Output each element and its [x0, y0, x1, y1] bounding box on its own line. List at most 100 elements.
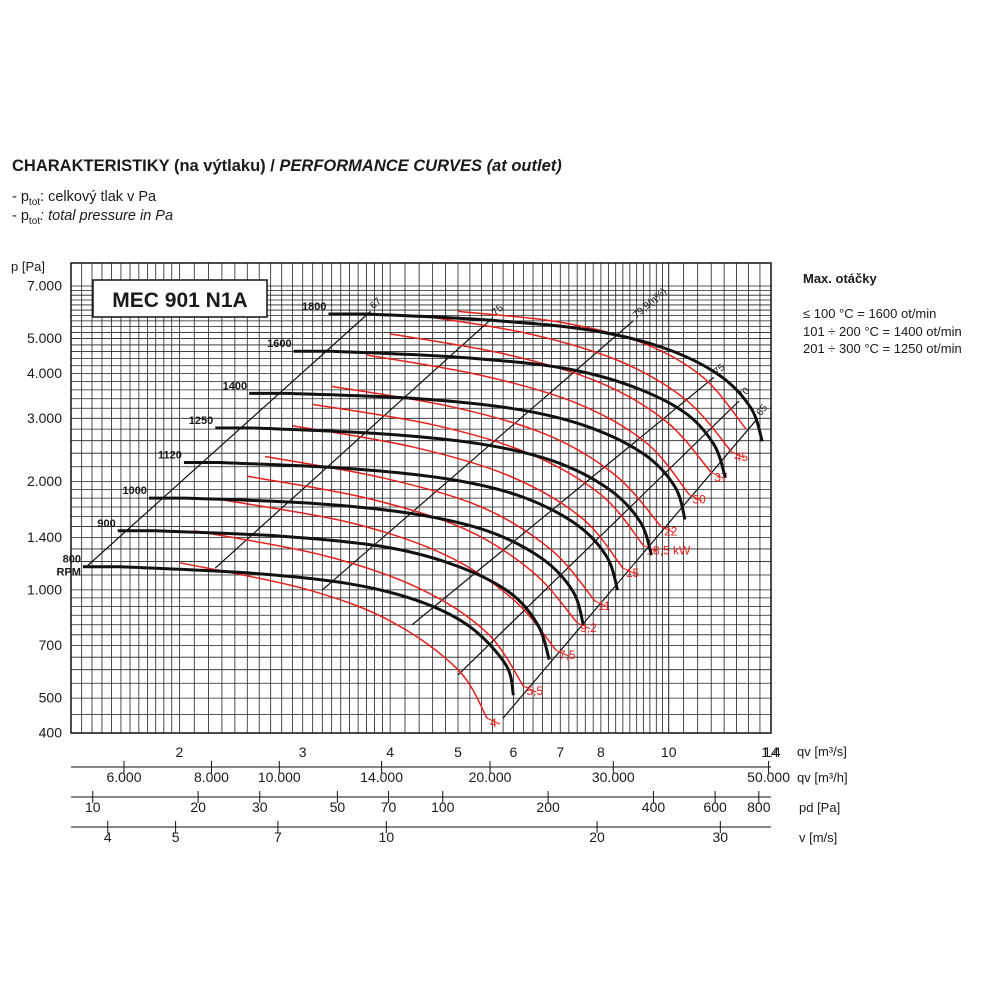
y-tick-label: 2.000: [27, 473, 62, 489]
x-tick-label: 14: [763, 744, 779, 760]
note-en: - ptot: total pressure in Pa: [12, 208, 173, 227]
efficiency-line: [502, 417, 759, 719]
pd-axis-label: pd [Pa]: [799, 800, 840, 815]
y-tick-label: 7.000: [27, 278, 62, 294]
speed-label: 800: [63, 554, 81, 566]
speed-label: 1400: [223, 380, 247, 392]
efficiency-line: [214, 317, 493, 569]
pd-axis-tick-label: 800: [747, 799, 771, 815]
max-speed-line-3: 201 ÷ 300 °C = 1250 ot/min: [803, 341, 962, 356]
y-tick-label: 3.000: [27, 410, 62, 426]
v-axis-tick-label: 4: [104, 829, 112, 845]
note-cz: - ptot: celkový tlak v Pa: [12, 189, 156, 208]
power-label-leader: [523, 685, 537, 693]
power-label: 30: [692, 493, 706, 507]
power-label-leader: [555, 649, 570, 657]
max-speed-line-1: ≤ 100 °C = 1600 ot/min: [803, 306, 937, 321]
speed-label: 1600: [267, 338, 291, 350]
speed-label: 1250: [189, 415, 213, 427]
power-curve: [366, 354, 690, 496]
speed-curve: [155, 529, 551, 661]
power-label: 18,5 kW: [646, 543, 691, 557]
qvh-axis-tick-label: 20.000: [469, 769, 512, 785]
v-axis-tick-label: 5: [172, 829, 180, 845]
y-tick-label: 1.000: [27, 581, 62, 597]
power-label-leader: [622, 567, 637, 575]
y-tick-label: 500: [39, 690, 63, 706]
speed-curve: [287, 391, 687, 520]
note-cz-prefix: - p: [12, 189, 29, 205]
v-axis-label: v [m/s]: [799, 830, 837, 845]
speed-label: 1120: [158, 450, 182, 462]
power-label: 4: [490, 716, 497, 730]
speed-curve: [331, 349, 727, 479]
y-axis-label: p [Pa]: [11, 259, 45, 274]
max-speed-title: Max. otáčky: [803, 271, 877, 286]
pd-axis-tick-label: 10: [85, 799, 101, 815]
speed-curve: [253, 426, 653, 556]
power-curve: [390, 333, 712, 473]
x-tick-label: 8: [597, 744, 605, 760]
y-tick-label: 1.400: [27, 529, 62, 545]
pd-axis-tick-label: 50: [330, 799, 346, 815]
power-curve: [194, 530, 525, 687]
qvh-axis-tick-label: 50.000: [747, 769, 790, 785]
speed-label: 1800: [302, 301, 326, 313]
speed-curve: [366, 312, 764, 442]
power-label: 11: [598, 599, 611, 613]
max-speed-line-2: 101 ÷ 200 °C = 1400 ot/min: [803, 324, 962, 339]
power-label: 45: [735, 450, 749, 464]
x-tick-label: 1.4: [761, 744, 781, 760]
x-tick-label: 2: [176, 744, 184, 760]
power-label-leader: [486, 717, 501, 725]
x-tick-label: 7: [556, 744, 564, 760]
qvh-axis-tick-label: 8.000: [194, 769, 229, 785]
note-cz-sub: tot: [28, 196, 41, 208]
power-label: 22: [664, 525, 678, 539]
x-tick-label: 6: [510, 744, 518, 760]
speed-unit-label: RPM: [56, 567, 80, 579]
y-tick-label: 4.000: [27, 365, 62, 381]
power-curve: [292, 425, 624, 569]
v-axis-tick-label: 10: [379, 829, 395, 845]
qvh-axis-label: qv [m³/h]: [797, 770, 848, 785]
grid: [70, 263, 772, 734]
speed-label: 1000: [122, 485, 146, 497]
power-curve: [312, 403, 644, 546]
qvh-axis-tick-label: 10.000: [258, 769, 301, 785]
note-en-prefix: - p: [12, 208, 29, 224]
qvh-axis-tick-label: 14.000: [360, 769, 403, 785]
power-label-leader: [576, 622, 591, 630]
qvh-axis-tick-label: 30.000: [592, 769, 635, 785]
power-curve: [179, 561, 488, 719]
power-label: 15: [626, 566, 640, 580]
note-en-sub: tot: [28, 215, 41, 227]
pd-axis-tick-label: 30: [252, 799, 268, 815]
chart-title: CHARAKTERISTIKY (na výtlaku) / PERFORMAN…: [12, 157, 562, 176]
v-axis-tick-label: 7: [274, 829, 282, 845]
speed-curve: [221, 461, 619, 591]
x-tick-label: 5: [454, 744, 462, 760]
power-label-leader: [710, 472, 725, 480]
power-curve: [418, 314, 733, 453]
efficiency-line: [457, 400, 740, 676]
plot-frame: [70, 262, 772, 734]
note-en-text: : total pressure in Pa: [40, 208, 174, 224]
model-label-box: [92, 279, 268, 318]
power-curve: [247, 475, 578, 624]
v-axis-tick-label: 30: [713, 829, 729, 845]
efficiency-label: 65: [755, 402, 771, 418]
pd-axis-tick-label: 20: [190, 799, 206, 815]
pd-axis-tick-label: 100: [431, 799, 455, 815]
pd-axis-tick-label: 600: [703, 799, 727, 815]
power-label-leader: [689, 494, 703, 502]
chart-title-en: PERFORMANCE CURVES (at outlet): [279, 157, 562, 175]
efficiency-line: [87, 310, 371, 566]
note-cz-text: : celkový tlak v Pa: [40, 189, 157, 205]
x-axis-label: qv [m³/s]: [797, 744, 847, 759]
power-label: 7,5: [559, 648, 576, 662]
power-label-leader: [594, 600, 609, 608]
power-label-leader: [731, 451, 745, 459]
y-tick-label: 700: [39, 637, 63, 653]
